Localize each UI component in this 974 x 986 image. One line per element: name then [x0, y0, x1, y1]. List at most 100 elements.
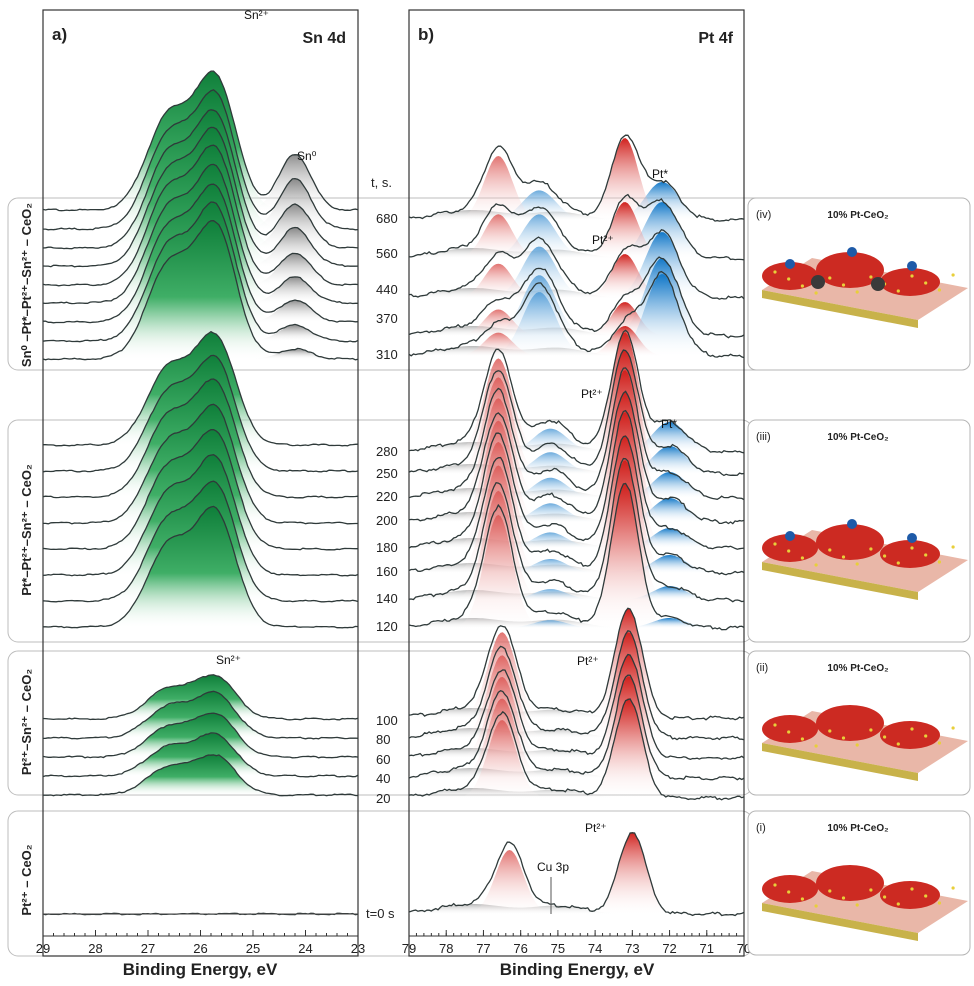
- atom: [800, 897, 805, 901]
- sn0-component-fill: [43, 179, 358, 229]
- time-label: 120: [376, 619, 398, 634]
- panel-b-title: Pt 4f: [698, 30, 733, 47]
- cu3p-label: Cu 3p: [537, 860, 569, 874]
- atom: [787, 277, 791, 281]
- pt-cluster: [847, 247, 857, 257]
- panel-b-x-axis-label: Binding Energy, eV: [500, 960, 655, 979]
- pt-cluster: [847, 519, 857, 529]
- panel-b-spectra: [408, 134, 745, 917]
- pt4f-trace: [408, 329, 745, 454]
- atom: [773, 883, 777, 887]
- time-label: 560: [376, 246, 398, 261]
- pt4f-trace: [408, 630, 745, 741]
- pt-island: [762, 262, 818, 290]
- pt-island: [816, 865, 884, 901]
- ptstar-component-fill: [409, 274, 744, 356]
- ptstar-component-fill: [409, 446, 744, 474]
- atom: [787, 549, 791, 553]
- structure-inset: (iv) 10% Pt-CeO₂: [747, 197, 971, 371]
- pt-island: [816, 252, 884, 288]
- panel-a-tick-label: 26: [193, 941, 207, 956]
- atom: [841, 283, 846, 287]
- pt-island: [762, 715, 818, 743]
- atom: [937, 741, 942, 745]
- sn4d-trace: [43, 183, 359, 324]
- sn0-component-fill: [43, 349, 358, 359]
- atom: [896, 289, 900, 293]
- structure-inset: (i) 10% Pt-CeO₂: [747, 810, 971, 956]
- pt4f-trace: [408, 229, 745, 300]
- atom: [855, 562, 859, 566]
- atom: [896, 561, 900, 565]
- panel-a-x-axis: 29 28 27 26 25 24 23: [36, 930, 365, 956]
- atom: [800, 284, 805, 288]
- panel-b-tick-label: 73: [625, 941, 639, 956]
- sn0-component-fill: [43, 325, 358, 341]
- pt2-component-fill: [409, 202, 744, 258]
- pt2-component-fill: [409, 412, 744, 548]
- sn4d-trace: [42, 144, 359, 287]
- panel-a-tick-label: 23: [351, 941, 365, 956]
- pt-cluster: [907, 533, 917, 543]
- inset-tag: (iii): [756, 431, 771, 443]
- atom: [924, 553, 928, 557]
- atom: [855, 743, 859, 747]
- ceria-slab-edge: [762, 743, 918, 781]
- ceria-slab-edge: [762, 562, 918, 600]
- sn4d-trace: [43, 403, 358, 525]
- sn4d-trace: [42, 480, 359, 603]
- atom: [800, 556, 805, 560]
- stage-label: Pt²⁺ – CeO₂: [19, 844, 34, 915]
- sn0-component-fill: [43, 253, 358, 285]
- pt2-peak-label-stage1: Pt²⁺: [585, 821, 607, 835]
- structure-insets: (iv) 10% Pt-CeO₂ (iii) 10% Pt-CeO₂ (ii) 10% P…: [747, 197, 971, 956]
- sn4d-trace: [42, 109, 359, 250]
- atom: [841, 555, 846, 559]
- time-label: 60: [376, 752, 390, 767]
- time-label: 370: [376, 311, 398, 326]
- panel-a-tick-label: 27: [141, 941, 155, 956]
- sn2-peak-label-top: Sn²⁺: [244, 8, 269, 22]
- pt4f-trace: [408, 482, 745, 631]
- panel-b-tick-label: 75: [551, 941, 565, 956]
- atom: [924, 894, 928, 898]
- atom: [910, 887, 914, 891]
- time-label: 440: [376, 282, 398, 297]
- inset-tag: (i): [756, 822, 766, 834]
- panel-a-x-axis-label: Binding Energy, eV: [123, 960, 278, 979]
- sn2-component-fill: [43, 691, 358, 738]
- sn-cluster: [811, 275, 825, 289]
- stage-label: Pt*–Pt²⁺–Sn²⁺ – CeO₂: [19, 464, 34, 596]
- panel-b-frame: [408, 9, 745, 957]
- sn0-component-fill: [43, 300, 358, 322]
- time-label: 140: [376, 591, 398, 606]
- sn4d-trace: [43, 89, 359, 231]
- sn4d-trace: [42, 220, 359, 361]
- pt2-peak-label-stage3: Pt²⁺: [581, 387, 603, 401]
- panel-b-label: b): [418, 25, 434, 44]
- time-label: 680: [376, 211, 398, 226]
- ptstar-component-fill: [409, 472, 744, 498]
- pt4f-trace: [408, 256, 745, 339]
- panel-a-title: Sn 4d: [302, 30, 346, 47]
- pt4f-trace: [408, 698, 745, 801]
- ptstar-peak-label-stage4: Pt*: [652, 167, 668, 181]
- panel-b-tick-label: 77: [476, 941, 490, 956]
- atom: [869, 728, 873, 732]
- atom: [883, 895, 887, 899]
- atom: [951, 545, 955, 549]
- panel-b-tick-label: 74: [588, 941, 602, 956]
- atom: [828, 729, 832, 733]
- pt2-component-fill: [409, 460, 744, 600]
- pt4f-trace: [408, 390, 745, 525]
- panel-a-frame: [42, 9, 359, 957]
- pt4f-trace: [408, 134, 745, 222]
- sn0-component-fill: [43, 154, 358, 210]
- inset-title: 10% Pt-CeO₂: [827, 663, 888, 674]
- pt-cluster: [907, 261, 917, 271]
- pt-island: [880, 721, 940, 749]
- stage-label: Pt²⁺–Sn²⁺ – CeO₂: [19, 669, 34, 775]
- atom: [773, 542, 777, 546]
- sn4d-trace: [42, 126, 359, 268]
- pt-island: [816, 524, 884, 560]
